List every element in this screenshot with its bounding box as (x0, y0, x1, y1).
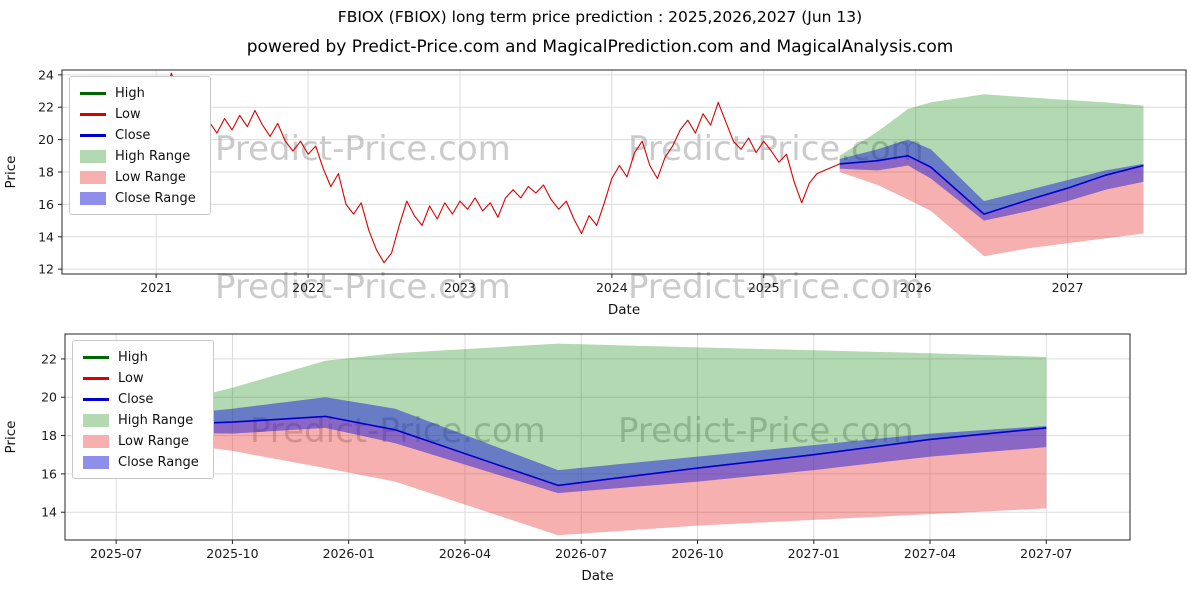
close-forecast-line (116, 415, 1047, 487)
x-tick-label: 2024 (596, 280, 628, 295)
overview-chart-svg: Predict-Price.com Predict-Price.comPredic… (3, 67, 1187, 318)
legend-item-close-range: Close Range (83, 454, 199, 470)
legend-label: Low Range (118, 433, 189, 449)
y-axis-label: Price (3, 421, 19, 454)
forecast-chart-svg: Predict-Price.comPredict-Price.com2025-0… (3, 333, 1131, 584)
legend-item-low: Low (83, 370, 199, 386)
x-tick-label: 2026-01 (323, 546, 375, 561)
legend-item-high: High (80, 85, 196, 101)
forecast-chart: Predict-Price.comPredict-Price.com2025-0… (0, 330, 1200, 598)
legend-patch-swatch (80, 149, 106, 163)
legend-patch-swatch (83, 455, 109, 469)
close-forecast-line (839, 155, 1144, 215)
legend-line-swatch (80, 91, 106, 95)
y-tick-label: 20 (38, 132, 54, 147)
legend-line-swatch (80, 133, 106, 137)
x-tick-label: 2027-07 (1020, 546, 1072, 561)
legend-item-high-range: High Range (83, 412, 199, 428)
legend-label: Low (115, 106, 141, 122)
plot-border (64, 333, 1131, 541)
y-tick-label: 20 (41, 390, 57, 405)
x-tick-label: 2026-04 (439, 546, 491, 561)
y-tick-label: 14 (41, 505, 57, 520)
x-tick-label: 2021 (140, 280, 172, 295)
legend-label: Close (115, 127, 151, 143)
legend-line-swatch (83, 355, 109, 359)
legend-item-low-range: Low Range (83, 433, 199, 449)
overview-chart: Predict-Price.com Predict-Price.com Predic… (0, 62, 1200, 330)
x-tick-label: 2027-01 (788, 546, 840, 561)
y-tick-label: 12 (38, 262, 54, 277)
x-axis-label: Date (608, 302, 640, 318)
price-history-line (102, 72, 840, 264)
legend-patch-swatch (83, 413, 109, 427)
legend-label: Low Range (115, 169, 186, 185)
legend-line-swatch (80, 112, 106, 116)
x-tick-label: 2022 (292, 280, 324, 295)
chart-legend: High Low Close High Range Low Range Close Ran… (69, 76, 211, 215)
x-tick-label: 2026-07 (555, 546, 607, 561)
legend-label: Low (118, 370, 144, 386)
x-axis-label: Date (581, 568, 613, 584)
legend-patch-swatch (80, 170, 106, 184)
y-tick-label: 16 (41, 466, 57, 481)
x-tick-label: 2025 (748, 280, 780, 295)
legend-item-close: Close (83, 391, 199, 407)
x-tick-label: 2023 (444, 280, 476, 295)
powered-by-subtitle: powered by Predict-Price.com and Magical… (246, 37, 954, 57)
y-tick-label: 18 (38, 165, 54, 180)
legend-label: High (118, 349, 148, 365)
y-tick-label: 22 (41, 351, 57, 366)
y-tick-label: 22 (38, 100, 54, 115)
y-tick-label: 14 (38, 229, 54, 244)
legend-label: Close Range (115, 190, 196, 206)
watermark: Predict-Price.com (215, 129, 511, 169)
legend-label: Close Range (118, 454, 199, 470)
legend-item-high: High (83, 349, 199, 365)
legend-label: High (115, 85, 145, 101)
legend-label: High Range (115, 148, 191, 164)
legend-item-low-range: Low Range (80, 169, 196, 185)
x-tick-label: 2027 (1052, 280, 1084, 295)
x-tick-label: 2025-10 (206, 546, 258, 561)
y-tick-label: 24 (38, 67, 54, 82)
legend-patch-swatch (83, 434, 109, 448)
legend-label: Close (118, 391, 154, 407)
legend-item-close: Close (80, 127, 196, 143)
legend-item-high-range: High Range (80, 148, 196, 164)
x-tick-label: 2025-07 (90, 546, 142, 561)
x-tick-label: 2026 (900, 280, 932, 295)
low-range-band (839, 155, 1144, 257)
legend-line-swatch (83, 397, 109, 401)
page-title: FBIOX (FBIOX) long term price prediction… (337, 8, 863, 26)
legend-item-close-range: Close Range (80, 190, 196, 206)
legend-patch-swatch (80, 191, 106, 205)
legend-item-low: Low (80, 106, 196, 122)
legend-label: High Range (118, 412, 194, 428)
x-tick-label: 2026-10 (671, 546, 723, 561)
y-tick-label: 18 (41, 428, 57, 443)
low-range-band (116, 416, 1047, 536)
y-tick-label: 16 (38, 197, 54, 212)
chart-legend: High Low Close High Range Low Range Close Ran… (72, 340, 214, 479)
legend-line-swatch (83, 376, 109, 380)
y-axis-label: Price (3, 156, 19, 189)
x-tick-label: 2027-04 (904, 546, 956, 561)
